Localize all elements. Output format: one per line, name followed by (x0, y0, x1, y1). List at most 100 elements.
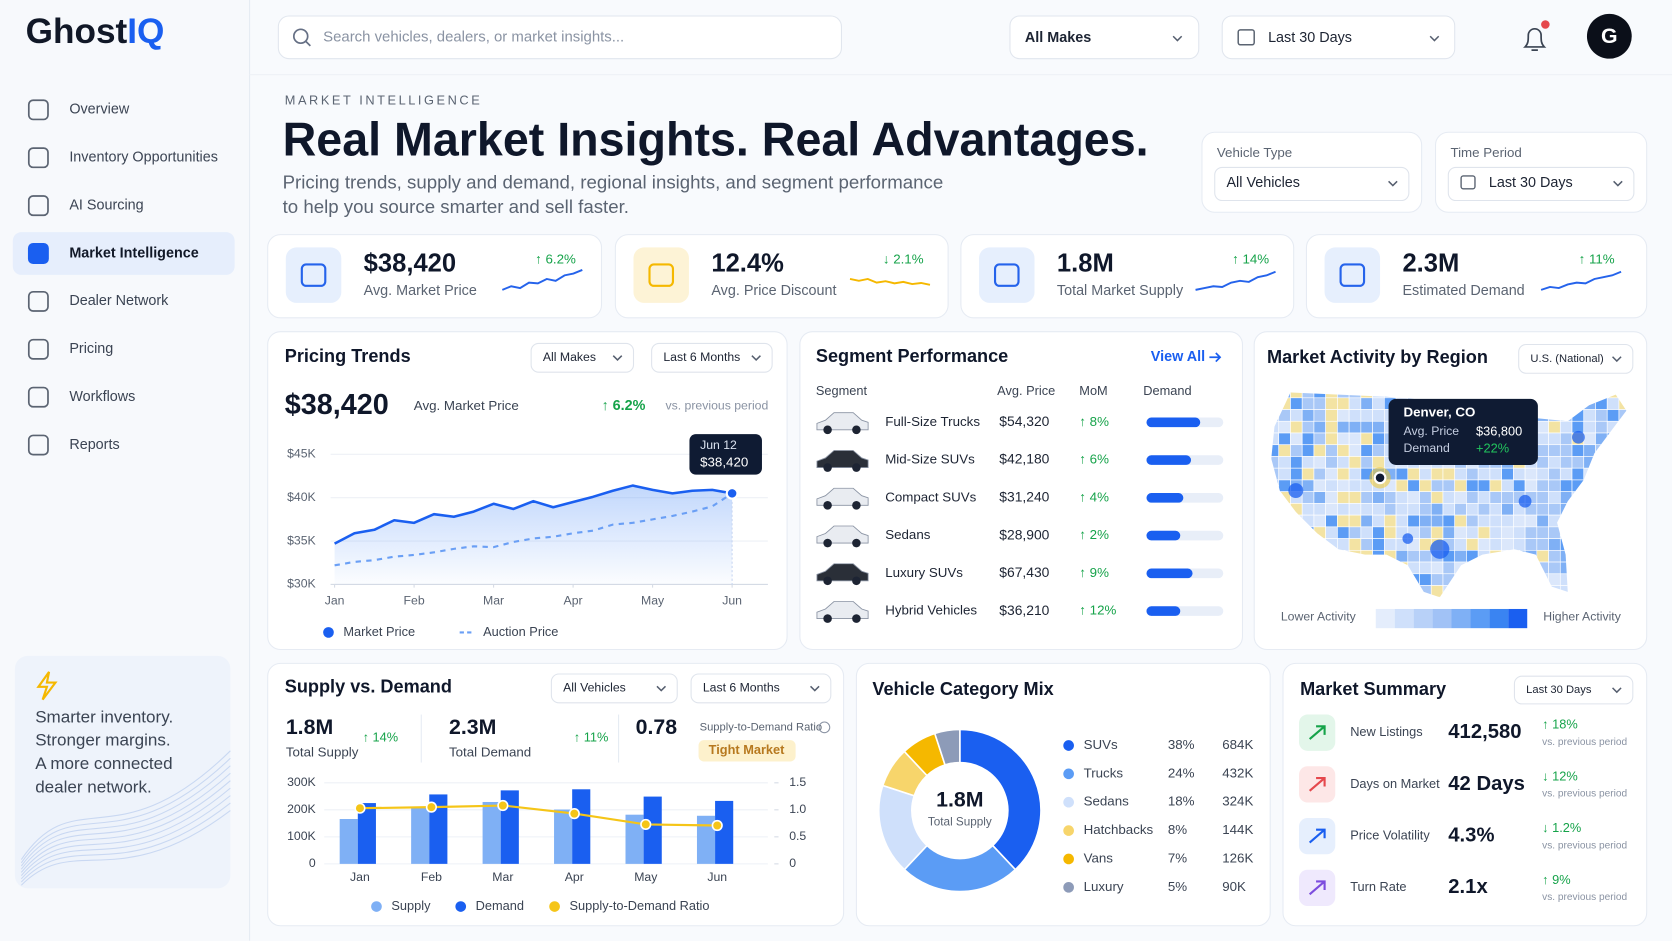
page-subtitle: to help you source smarter and sell fast… (283, 196, 629, 217)
y-tick-label: $40K (287, 490, 316, 504)
avatar-initial[interactable]: G (1601, 24, 1618, 48)
map-region (1489, 503, 1502, 516)
nav-item[interactable]: Market Intelligence (69, 245, 198, 261)
filter-value[interactable]: All Vehicles (1226, 175, 1300, 191)
promo-wave (20, 757, 231, 864)
search-placeholder[interactable]: Search vehicles, dealers, or market insi… (323, 28, 624, 45)
map-region (1501, 491, 1514, 504)
top-filter[interactable] (1221, 15, 1456, 60)
stat-value: 2.3M (449, 715, 496, 739)
summary-label: Turn Rate (1350, 879, 1406, 894)
dropdown-value[interactable]: U.S. (National) (1530, 353, 1604, 365)
nav-item[interactable]: Inventory Opportunities (69, 150, 218, 166)
point (725, 486, 739, 500)
map-region (1383, 538, 1397, 551)
filter-select[interactable] (1447, 166, 1635, 202)
top-filter[interactable] (1009, 15, 1200, 60)
map-region (1301, 444, 1315, 457)
map-pin (1373, 471, 1387, 485)
kpi-sparkline (501, 269, 583, 291)
filter-value[interactable]: Last 30 Days (1489, 175, 1573, 191)
dropdown-value[interactable]: Last 6 Months (703, 681, 780, 695)
map-region (1513, 467, 1526, 481)
avatar[interactable] (1586, 13, 1632, 59)
promo-text: Stronger margins. (35, 731, 171, 750)
map-region (1501, 526, 1514, 539)
filter-select[interactable] (1214, 166, 1410, 202)
bar (625, 814, 644, 864)
nav-item[interactable]: Reports (69, 437, 119, 453)
nav-item[interactable]: Pricing (69, 341, 113, 357)
map-region (1278, 467, 1291, 481)
dropdown[interactable] (550, 673, 678, 704)
nav-item[interactable]: Overview (69, 102, 130, 118)
demand-bar (1146, 530, 1181, 541)
map-region (1466, 467, 1479, 481)
search-box[interactable] (277, 15, 843, 60)
x-tick-label: Feb (404, 594, 425, 608)
dropdown-value[interactable]: Last 6 Months (663, 350, 740, 364)
map-region (1301, 479, 1315, 492)
map-region (1395, 479, 1409, 492)
summary-change: ↑ 9% (1542, 872, 1570, 887)
summary-label: New Listings (1350, 724, 1422, 739)
map-region (1278, 420, 1291, 434)
map-hotspot (1572, 430, 1585, 444)
card-title: Market Summary (1300, 679, 1446, 699)
logo[interactable]: GhostIQ (26, 12, 165, 51)
y-tick-label: 100K (287, 829, 316, 843)
calendar-icon (1237, 29, 1255, 46)
map-region (1278, 432, 1291, 446)
dropdown[interactable] (651, 342, 773, 373)
legend-gradient (1508, 608, 1528, 629)
data-label: 5% (1168, 879, 1187, 894)
y-tick-label: 300K (287, 775, 316, 789)
map-region (1372, 526, 1385, 539)
top-filter-value[interactable]: Last 30 Days (1268, 30, 1352, 46)
summary-change: ↓ 12% (1542, 768, 1578, 783)
dropdown-value[interactable]: Last 30 Days (1526, 684, 1592, 696)
car-icon (816, 487, 869, 506)
view-all-link[interactable]: View All (1151, 349, 1205, 365)
map-region (1301, 491, 1315, 504)
card-title: Pricing Trends (285, 346, 411, 366)
ratio-point (497, 799, 509, 812)
tooltip-value: $38,420 (700, 454, 748, 469)
map-region (1419, 538, 1432, 551)
car-icon (816, 525, 869, 544)
chevron-icon (810, 685, 820, 692)
map-region (1477, 467, 1491, 481)
segment-mom: ↑ 2% (1079, 527, 1109, 542)
ratio-badge-text: Tight Market (709, 742, 785, 757)
map-region (1360, 526, 1373, 539)
chevron-icon (656, 685, 667, 692)
map-region (1466, 503, 1479, 516)
dropdown[interactable] (690, 673, 832, 704)
nav-item[interactable]: Dealer Network (69, 293, 169, 309)
y2-tick-label: 0.5 (789, 829, 806, 843)
map-region (1372, 538, 1385, 551)
map-region (1337, 432, 1350, 446)
dropdown[interactable] (1518, 343, 1634, 374)
card-title: Market Activity by Region (1267, 347, 1488, 367)
map-region (1466, 538, 1479, 551)
dropdown[interactable] (530, 342, 635, 373)
car-wheel (852, 463, 861, 472)
nav-item[interactable]: Workflows (69, 389, 135, 405)
map-region (1407, 479, 1420, 492)
dropdown[interactable] (1513, 675, 1634, 705)
bell-icon[interactable] (1523, 27, 1547, 51)
map-region (1360, 538, 1373, 551)
legend-gradient (1394, 608, 1414, 629)
promo-text: dealer network. (35, 778, 152, 797)
map-region (1383, 491, 1397, 504)
map-region (1548, 432, 1561, 446)
dropdown-value[interactable]: All Makes (543, 350, 596, 364)
map-region (1548, 491, 1561, 504)
dropdown-value[interactable]: All Vehicles (563, 681, 626, 695)
map-region (1348, 409, 1362, 422)
nav-item[interactable]: AI Sourcing (69, 197, 143, 213)
map-region (1290, 444, 1303, 457)
top-filter-value[interactable]: All Makes (1025, 30, 1091, 46)
map-region (1407, 514, 1420, 528)
